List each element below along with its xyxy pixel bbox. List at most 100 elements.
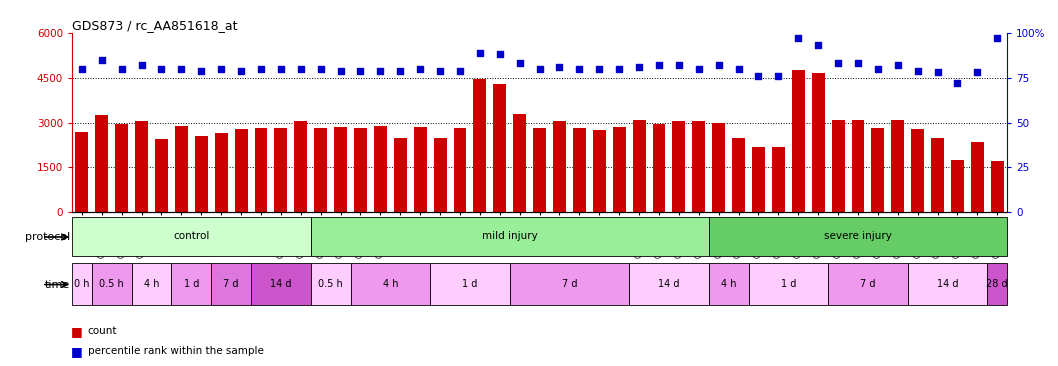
Bar	[828, 263, 908, 305]
Bar	[294, 121, 307, 212]
Bar	[987, 263, 1007, 305]
Point	[153, 66, 170, 72]
Point	[929, 70, 946, 75]
Text: 4 h: 4 h	[720, 279, 736, 289]
Text: 7 d: 7 d	[562, 279, 578, 289]
Bar	[493, 84, 506, 212]
Point	[770, 73, 787, 79]
Point	[452, 68, 469, 74]
Bar	[553, 121, 566, 212]
Text: control: control	[174, 231, 209, 241]
Text: 1 d: 1 d	[184, 279, 199, 289]
Point	[610, 66, 627, 72]
Text: 14 d: 14 d	[658, 279, 679, 289]
Bar	[732, 138, 745, 212]
Bar	[473, 79, 487, 212]
Text: 4 h: 4 h	[144, 279, 160, 289]
Bar	[931, 138, 944, 212]
Bar	[115, 124, 128, 212]
Text: GDS873 / rc_AA851618_at: GDS873 / rc_AA851618_at	[72, 19, 237, 32]
Point	[213, 66, 230, 72]
Text: ■: ■	[71, 345, 83, 358]
Point	[551, 64, 568, 70]
Point	[730, 66, 747, 72]
Point	[472, 50, 489, 56]
Bar	[235, 128, 248, 212]
Point	[909, 68, 926, 74]
Point	[631, 64, 647, 70]
Bar	[613, 127, 625, 212]
Text: 0.5 h: 0.5 h	[99, 279, 124, 289]
Bar	[891, 120, 905, 212]
Bar	[251, 263, 311, 305]
Bar	[414, 127, 426, 212]
Bar	[832, 120, 844, 212]
Point	[571, 66, 588, 72]
Bar	[314, 128, 327, 212]
Point	[969, 70, 986, 75]
Point	[93, 57, 110, 63]
Text: 0 h: 0 h	[74, 279, 90, 289]
Point	[870, 66, 887, 72]
Point	[491, 52, 508, 57]
Bar	[633, 120, 645, 212]
Point	[829, 60, 846, 66]
Point	[671, 62, 688, 68]
Point	[272, 66, 289, 72]
Text: 14 d: 14 d	[270, 279, 292, 289]
Point	[332, 68, 349, 74]
Text: percentile rank within the sample: percentile rank within the sample	[88, 346, 263, 356]
Bar	[592, 130, 606, 212]
Text: 1 d: 1 d	[781, 279, 796, 289]
Bar	[95, 115, 108, 212]
Point	[850, 60, 867, 66]
Point	[172, 66, 189, 72]
Point	[193, 68, 209, 74]
Text: 14 d: 14 d	[936, 279, 959, 289]
Bar	[752, 146, 765, 212]
Bar	[215, 133, 227, 212]
Bar	[709, 263, 748, 305]
Bar	[712, 123, 725, 212]
Bar	[971, 142, 984, 212]
Bar	[673, 121, 686, 212]
Point	[233, 68, 250, 74]
Bar	[334, 127, 347, 212]
Point	[989, 36, 1006, 41]
Bar	[131, 263, 171, 305]
Text: time: time	[44, 280, 70, 290]
Bar	[274, 128, 288, 212]
Bar	[908, 263, 987, 305]
Bar	[791, 70, 805, 212]
Bar	[692, 121, 706, 212]
Bar	[171, 263, 212, 305]
Bar	[72, 263, 92, 305]
Text: ■: ■	[71, 325, 83, 338]
Text: count: count	[88, 326, 117, 336]
Bar	[72, 217, 311, 256]
Bar	[195, 136, 207, 212]
Point	[292, 66, 309, 72]
Bar	[772, 146, 785, 212]
Point	[432, 68, 449, 74]
Bar	[434, 138, 446, 212]
Bar	[92, 263, 131, 305]
Bar	[394, 138, 406, 212]
Bar	[911, 128, 924, 212]
Bar	[156, 139, 168, 212]
Bar	[350, 263, 431, 305]
Point	[750, 73, 767, 79]
Bar	[212, 263, 251, 305]
Point	[352, 68, 369, 74]
Point	[890, 62, 907, 68]
Text: 1 d: 1 d	[462, 279, 477, 289]
Bar	[311, 217, 709, 256]
Point	[372, 68, 389, 74]
Text: 28 d: 28 d	[986, 279, 1008, 289]
Point	[809, 42, 826, 48]
Bar	[990, 161, 1004, 212]
Point	[133, 62, 150, 68]
Bar	[533, 128, 546, 212]
Bar	[311, 263, 350, 305]
Bar	[653, 124, 665, 212]
